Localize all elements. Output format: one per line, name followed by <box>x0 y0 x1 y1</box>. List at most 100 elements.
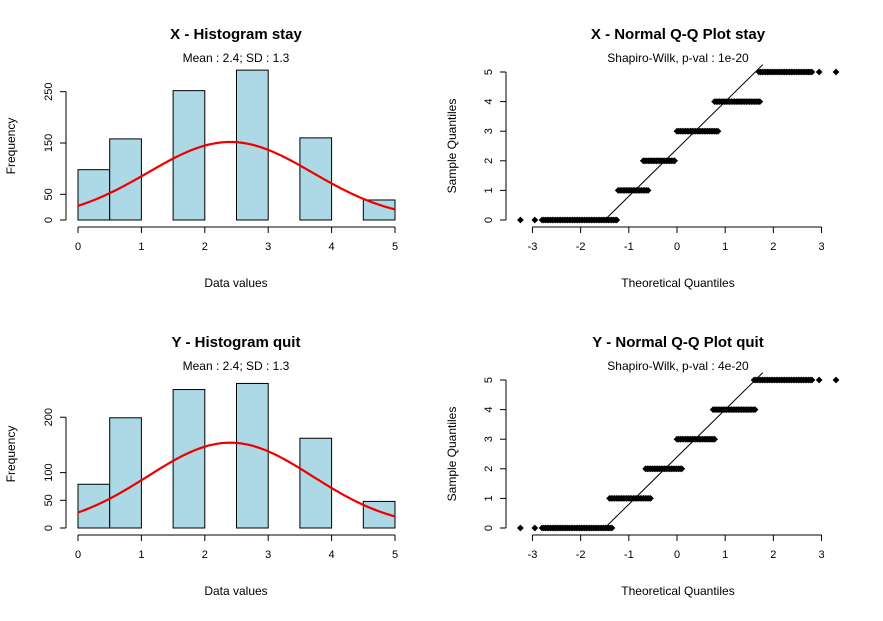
chart-title: Y - Histogram quit <box>172 334 301 351</box>
bars <box>77 382 396 529</box>
y-axis: 0 1 2 3 4 5 <box>483 377 507 531</box>
panel-x-histogram: X - Histogram stay Mean : 2.4; SD : 1.3 … <box>4 26 398 290</box>
y-tick-label: 3 <box>483 128 495 134</box>
x-axis: 0 1 2 3 4 5 <box>75 534 398 561</box>
x-tick-label: 1 <box>138 241 144 253</box>
x-tick-label: 2 <box>770 549 776 561</box>
qq-reference-line <box>604 64 764 221</box>
x-tick-label: 0 <box>75 241 81 253</box>
y-tick-label: 1 <box>483 495 495 501</box>
x-tick-label: 2 <box>202 549 208 561</box>
qq-reference-line <box>604 372 764 529</box>
x-tick-label: -2 <box>576 549 586 561</box>
y-tick-label: 5 <box>483 377 495 383</box>
x-axis: -3 -2 -1 0 1 2 3 <box>528 226 825 253</box>
x-tick-label: 1 <box>722 241 728 253</box>
qq-point <box>644 187 652 194</box>
chart-title: Y - Normal Q-Q Plot quit <box>592 334 763 351</box>
reference-line <box>604 64 764 221</box>
y-tick-label: 5 <box>483 69 495 75</box>
y-tick-label: 1 <box>483 187 495 193</box>
qq-point <box>832 376 840 384</box>
qq-point <box>671 157 678 165</box>
normal-density-curve <box>77 441 396 518</box>
y-axis: 0 50 150 250 <box>43 82 67 223</box>
x-tick-label: -1 <box>624 241 634 253</box>
y-axis-label: Frequency <box>4 118 18 175</box>
chart-title: X - Histogram stay <box>170 26 302 43</box>
x-tick-label: 3 <box>265 549 271 561</box>
reference-line <box>604 372 764 529</box>
qq-point <box>517 524 524 532</box>
panel-y-qq-plot: Y - Normal Q-Q Plot quit Shapiro-Wilk, p… <box>445 334 840 598</box>
bars <box>77 69 396 221</box>
x-tick-label: 5 <box>392 549 398 561</box>
normal-curve <box>77 441 396 518</box>
x-axis-label: Theoretical Quantiles <box>621 584 734 598</box>
x-tick-label: 0 <box>674 241 680 253</box>
x-tick-label: 3 <box>265 241 271 253</box>
y-axis-label: Sample Quantiles <box>445 407 459 502</box>
x-tick-label: 1 <box>722 549 728 561</box>
y-tick-label: 250 <box>43 82 55 100</box>
y-tick-label: 0 <box>43 525 55 531</box>
qq-point <box>613 216 621 224</box>
y-tick-label: 50 <box>43 188 55 200</box>
y-tick-label: 2 <box>483 466 495 472</box>
x-tick-label: 3 <box>818 241 824 253</box>
qq-point <box>531 524 539 532</box>
x-tick-label: 0 <box>674 549 680 561</box>
x-tick-label: 5 <box>392 241 398 253</box>
x-tick-label: -3 <box>528 549 538 561</box>
qq-point <box>517 216 524 224</box>
x-tick-label: 1 <box>138 549 144 561</box>
chart-title: X - Normal Q-Q Plot stay <box>591 26 766 43</box>
y-tick-label: 2 <box>483 158 495 164</box>
histogram-bar <box>299 437 333 529</box>
y-axis: 0 1 2 3 4 5 <box>483 69 507 223</box>
qq-point <box>531 216 539 224</box>
x-axis-label: Theoretical Quantiles <box>621 276 734 290</box>
y-tick-label: 0 <box>43 217 55 223</box>
y-tick-label: 100 <box>43 463 55 481</box>
y-tick-label: 4 <box>483 99 495 105</box>
x-tick-label: 4 <box>329 549 335 561</box>
qq-point <box>756 98 764 105</box>
x-tick-label: 4 <box>329 241 335 253</box>
qq-point <box>815 376 823 384</box>
x-tick-label: -2 <box>576 241 586 253</box>
y-axis: 0 50 100 200 <box>43 408 67 531</box>
normal-density-curve <box>77 140 396 211</box>
qq-point <box>808 68 816 76</box>
x-axis-label: Data values <box>204 584 267 598</box>
chart-subtitle: Shapiro-Wilk, p-val : 4e-20 <box>607 359 749 373</box>
y-axis-label: Frequency <box>4 426 18 483</box>
x-axis: -3 -2 -1 0 1 2 3 <box>528 534 825 561</box>
panel-x-qq-plot: X - Normal Q-Q Plot stay Shapiro-Wilk, p… <box>445 26 840 290</box>
x-tick-label: 0 <box>75 549 81 561</box>
x-tick-label: 2 <box>202 241 208 253</box>
y-axis-label: Sample Quantiles <box>445 99 459 194</box>
y-tick-label: 150 <box>43 134 55 152</box>
x-tick-label: 3 <box>818 549 824 561</box>
points <box>517 68 840 224</box>
normal-curve <box>77 140 396 211</box>
histogram-bar <box>109 417 142 529</box>
y-tick-label: 4 <box>483 407 495 413</box>
chart-subtitle: Mean : 2.4; SD : 1.3 <box>183 359 290 373</box>
chart-subtitle: Shapiro-Wilk, p-val : 1e-20 <box>607 51 749 65</box>
points <box>517 376 840 532</box>
histogram-bar <box>362 199 396 221</box>
x-axis: 0 1 2 3 4 5 <box>75 226 398 253</box>
x-tick-label: 2 <box>770 241 776 253</box>
histogram-bar <box>236 382 269 529</box>
x-tick-label: -3 <box>528 241 538 253</box>
y-tick-label: 0 <box>483 217 495 223</box>
histogram-bar <box>299 137 333 221</box>
qq-point <box>815 68 823 76</box>
qq-point <box>714 127 722 135</box>
y-tick-label: 3 <box>483 436 495 442</box>
panel-y-histogram: Y - Histogram quit Mean : 2.4; SD : 1.3 … <box>4 334 398 598</box>
